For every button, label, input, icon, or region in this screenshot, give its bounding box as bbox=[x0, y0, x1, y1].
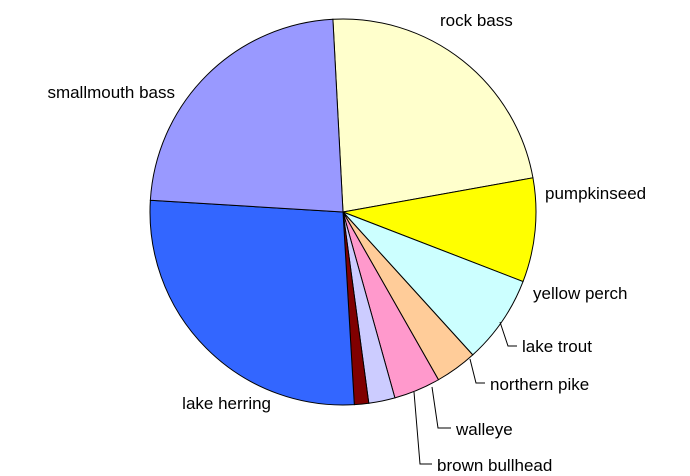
leader-line-lake-trout bbox=[499, 321, 517, 347]
label-rock-bass: rock bass bbox=[440, 11, 513, 30]
slice-rock-bass bbox=[332, 18, 534, 213]
label-lake-trout: lake trout bbox=[522, 337, 592, 356]
slice-smallmouth-bass bbox=[149, 18, 344, 213]
label-smallmouth-bass: smallmouth bass bbox=[47, 83, 175, 102]
label-lake-herring: lake herring bbox=[182, 394, 271, 413]
slice-pumpkinseed bbox=[341, 177, 537, 283]
leader-line-northern-pike bbox=[469, 358, 485, 384]
label-brown-bullhead: brown bullhead bbox=[437, 456, 552, 475]
label-northern-pike: northern pike bbox=[490, 375, 589, 394]
slice-labels: rock bass pumpkinseed yellow perch lake tro… bbox=[47, 11, 646, 475]
label-yellow-perch: yellow perch bbox=[533, 284, 628, 303]
leader-line-brown-bullhead bbox=[413, 391, 432, 465]
label-pumpkinseed: pumpkinseed bbox=[545, 184, 646, 203]
label-walleye: walleye bbox=[455, 420, 513, 439]
slice-lake-herring bbox=[149, 199, 355, 406]
leader-lines bbox=[413, 321, 517, 465]
pie-slices bbox=[149, 18, 537, 406]
leader-line-walleye bbox=[431, 386, 451, 429]
